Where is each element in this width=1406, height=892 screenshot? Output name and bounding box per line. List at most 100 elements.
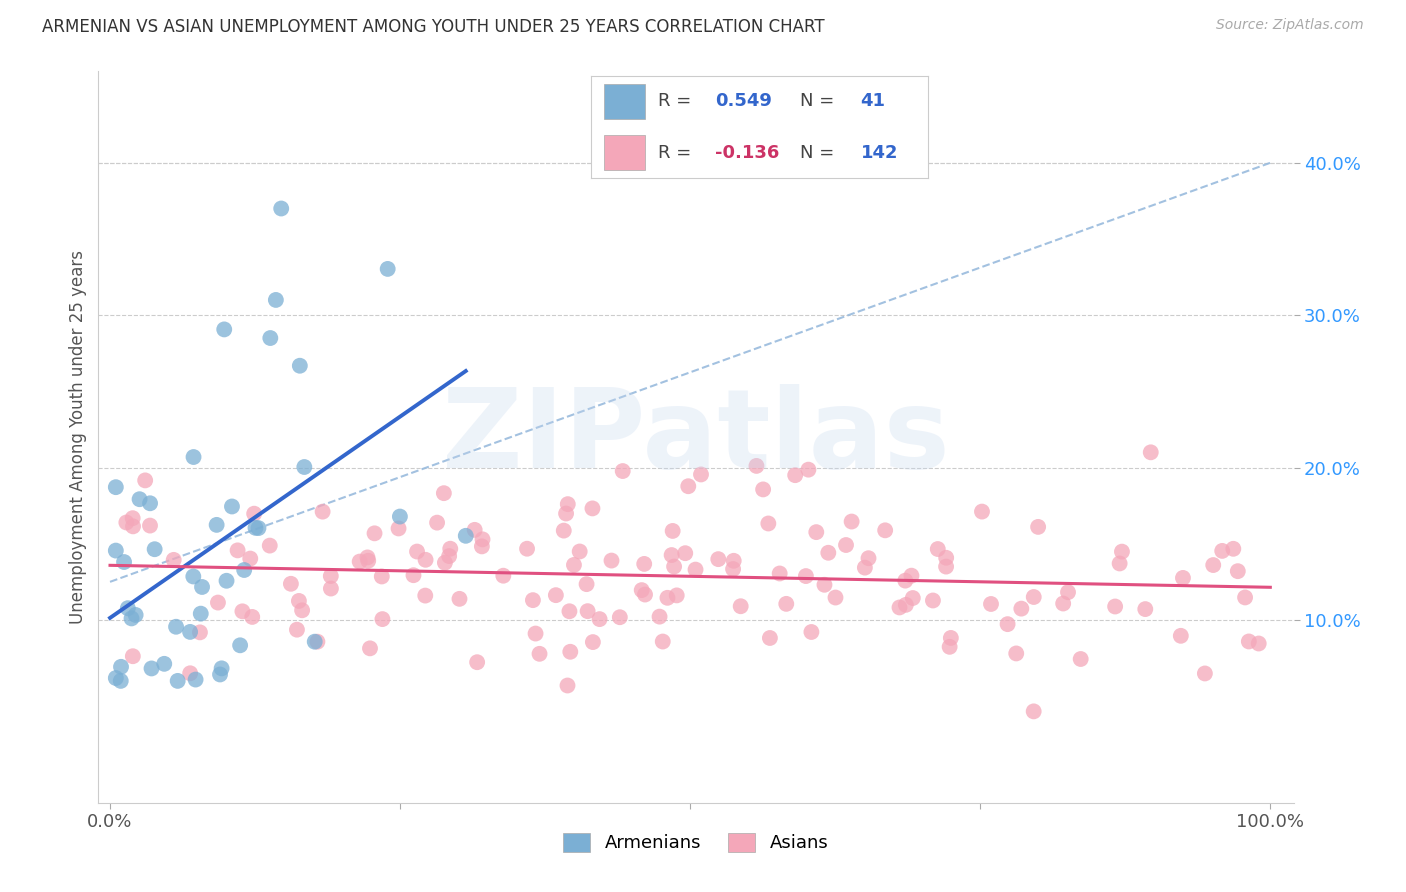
Point xyxy=(678,479,700,493)
Point xyxy=(191,580,214,594)
Point xyxy=(439,541,461,556)
Point xyxy=(124,607,146,622)
Point xyxy=(797,463,820,477)
Point xyxy=(104,480,127,494)
Point xyxy=(901,591,924,605)
Text: 142: 142 xyxy=(860,144,898,161)
Point xyxy=(1052,597,1074,611)
Point xyxy=(630,583,652,598)
Point xyxy=(492,568,515,582)
Text: Source: ZipAtlas.com: Source: ZipAtlas.com xyxy=(1216,18,1364,32)
Point xyxy=(824,591,846,605)
Point xyxy=(661,524,683,538)
Point xyxy=(413,589,436,603)
Point xyxy=(581,501,603,516)
Point xyxy=(240,610,263,624)
Point xyxy=(239,551,262,566)
Point xyxy=(270,202,292,216)
Point xyxy=(661,548,683,562)
Point xyxy=(264,293,287,307)
Point xyxy=(247,521,270,535)
Point xyxy=(1226,564,1249,578)
Point xyxy=(633,557,655,571)
Point xyxy=(813,578,835,592)
Text: R =: R = xyxy=(658,93,697,111)
Point xyxy=(600,553,623,567)
Point xyxy=(356,550,378,565)
Legend: Armenians, Asians: Armenians, Asians xyxy=(555,826,837,860)
Point xyxy=(449,591,471,606)
Point xyxy=(437,549,460,563)
Point xyxy=(685,563,707,577)
Point xyxy=(121,649,143,664)
Point xyxy=(426,516,449,530)
Point xyxy=(110,660,132,674)
Point xyxy=(524,626,547,640)
Point xyxy=(544,588,567,602)
Point xyxy=(1070,652,1092,666)
Point xyxy=(406,544,429,558)
Point xyxy=(1005,647,1028,661)
Point xyxy=(560,645,582,659)
Point xyxy=(575,577,598,591)
Point xyxy=(211,661,233,675)
Point xyxy=(759,631,782,645)
Point xyxy=(311,505,333,519)
Point xyxy=(794,569,817,583)
Point xyxy=(1202,558,1225,572)
Point xyxy=(562,558,585,572)
Text: N =: N = xyxy=(800,93,839,111)
Point xyxy=(785,468,807,483)
Point xyxy=(555,507,578,521)
Point xyxy=(858,551,880,566)
Point xyxy=(588,612,610,626)
Text: ARMENIAN VS ASIAN UNEMPLOYMENT AMONG YOUTH UNDER 25 YEARS CORRELATION CHART: ARMENIAN VS ASIAN UNEMPLOYMENT AMONG YOU… xyxy=(42,18,825,36)
Point xyxy=(454,529,477,543)
Point xyxy=(208,667,231,681)
Point xyxy=(134,474,156,488)
Point xyxy=(522,593,544,607)
Y-axis label: Unemployment Among Youth under 25 years: Unemployment Among Youth under 25 years xyxy=(69,250,87,624)
Point xyxy=(188,625,211,640)
Point xyxy=(259,331,281,345)
Point xyxy=(291,603,314,617)
Point xyxy=(1222,541,1244,556)
Point xyxy=(221,500,243,514)
Point xyxy=(723,554,745,568)
Point xyxy=(304,634,326,648)
Point xyxy=(104,671,127,685)
Point xyxy=(1108,557,1130,571)
Point xyxy=(1237,634,1260,648)
Point xyxy=(997,617,1019,632)
Point xyxy=(377,261,399,276)
Point xyxy=(835,538,858,552)
Point xyxy=(745,458,768,473)
Point xyxy=(1247,636,1270,650)
Point xyxy=(183,450,205,464)
Point xyxy=(179,624,201,639)
Point xyxy=(894,598,917,612)
Point xyxy=(922,593,945,607)
Point xyxy=(280,576,302,591)
Point xyxy=(634,588,657,602)
Point xyxy=(319,569,342,583)
Text: R =: R = xyxy=(658,144,697,161)
Point xyxy=(128,492,150,507)
Point xyxy=(121,611,143,625)
Point xyxy=(184,673,207,687)
Point xyxy=(1234,591,1257,605)
Point xyxy=(553,524,575,538)
Point xyxy=(970,505,993,519)
Point xyxy=(288,359,311,373)
Point xyxy=(117,601,139,615)
Point xyxy=(1170,629,1192,643)
Point xyxy=(582,635,605,649)
Point xyxy=(1026,520,1049,534)
Point xyxy=(657,591,679,605)
Point xyxy=(371,612,394,626)
Point xyxy=(1111,544,1133,558)
Point xyxy=(259,539,281,553)
Point xyxy=(889,600,911,615)
Bar xyxy=(605,84,644,119)
Point xyxy=(557,678,579,692)
